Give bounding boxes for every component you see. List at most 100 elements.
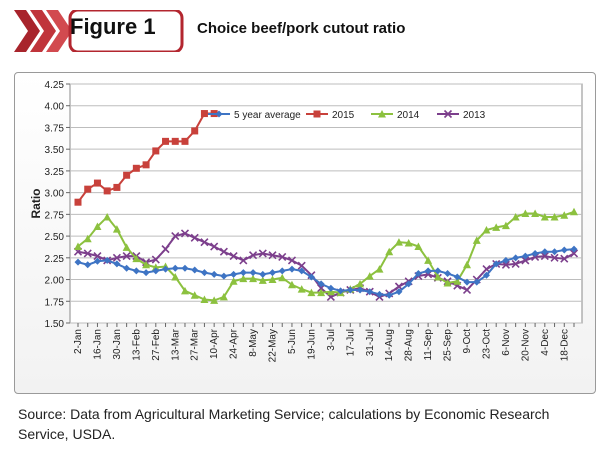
- data-point: [394, 238, 403, 246]
- data-point: [365, 272, 374, 280]
- data-point: [249, 269, 257, 277]
- data-point: [191, 266, 199, 274]
- data-point: [190, 233, 199, 242]
- data-point: [215, 110, 223, 118]
- y-tick-label: 3.50: [45, 145, 65, 156]
- x-tick-label: 4-Dec: [540, 329, 551, 356]
- data-point: [317, 280, 325, 288]
- x-tick-label: 16-Jan: [92, 329, 103, 360]
- data-point: [297, 285, 306, 293]
- data-point: [414, 269, 422, 277]
- data-point: [511, 259, 520, 268]
- data-point: [512, 254, 520, 262]
- x-tick-label: 6-Nov: [501, 329, 512, 356]
- data-point: [307, 288, 316, 297]
- data-point: [531, 249, 539, 257]
- data-point: [550, 253, 559, 262]
- legend-label: 2013: [463, 110, 486, 121]
- series-5-year-average: [74, 245, 578, 299]
- data-point: [171, 137, 179, 145]
- x-tick-label: 17-Jul: [345, 329, 356, 356]
- data-point: [346, 286, 354, 294]
- data-point: [463, 278, 471, 286]
- data-point: [258, 249, 267, 258]
- x-tick-label: 31-Jul: [365, 329, 376, 356]
- data-point: [229, 277, 238, 285]
- data-point: [560, 254, 569, 263]
- x-tick-label: 5-Jun: [287, 329, 298, 354]
- x-tick-label: 9-Oct: [462, 329, 473, 354]
- data-point: [112, 253, 121, 262]
- data-point: [551, 248, 559, 256]
- data-point: [200, 238, 209, 247]
- data-point: [103, 187, 111, 195]
- y-tick-label: 4.25: [45, 80, 65, 91]
- data-point: [93, 252, 102, 261]
- data-point: [113, 260, 121, 268]
- data-point: [521, 256, 530, 265]
- data-point: [541, 248, 549, 256]
- data-point: [181, 264, 189, 272]
- data-point: [239, 256, 248, 265]
- x-tick-label: 22-May: [268, 329, 279, 362]
- x-tick-label: 24-Apr: [229, 328, 240, 359]
- data-point: [453, 277, 462, 285]
- figure-badge: [14, 10, 184, 52]
- data-point: [540, 212, 549, 221]
- data-point: [560, 211, 569, 219]
- data-point: [249, 274, 258, 283]
- data-point: [142, 161, 150, 169]
- data-point: [152, 267, 160, 275]
- data-point: [313, 110, 321, 118]
- data-point: [268, 275, 277, 284]
- y-tick-label: 2.75: [45, 210, 65, 221]
- data-point: [132, 254, 141, 263]
- data-point: [103, 256, 111, 264]
- data-point: [405, 280, 413, 288]
- data-point: [531, 209, 540, 217]
- series-line: [77, 210, 575, 302]
- data-point: [443, 109, 453, 119]
- data-point: [443, 279, 452, 287]
- data-point: [453, 273, 461, 281]
- data-point: [113, 183, 121, 191]
- data-point: [123, 264, 131, 272]
- data-point: [502, 256, 510, 264]
- x-tick-label: 20-Nov: [520, 329, 531, 361]
- data-point: [287, 256, 297, 265]
- x-tick-label: 28-Aug: [404, 329, 415, 361]
- plot-area: [69, 83, 583, 324]
- data-point: [521, 252, 529, 260]
- data-point: [434, 267, 442, 275]
- x-tick-label: 19-Jun: [306, 329, 317, 360]
- data-point: [356, 286, 364, 294]
- data-point: [93, 222, 102, 231]
- data-point: [74, 198, 82, 206]
- y-tick-label: 3.00: [45, 189, 65, 200]
- data-point: [74, 258, 82, 266]
- figure-label: Figure 1: [70, 14, 156, 39]
- chart-title: Choice beef/pork cutout ratio: [197, 20, 406, 37]
- x-tick-label: 8-May: [248, 329, 259, 357]
- data-point: [414, 242, 423, 251]
- x-tick-label: 10-Apr: [209, 328, 220, 359]
- line-chart: 1.50 1.75 2.00 2.25 2.50 2.75 3.00 3.25 3.50 3.75…: [29, 80, 583, 362]
- data-point: [404, 239, 413, 247]
- data-point: [366, 288, 374, 296]
- x-tick-label: 13-Feb: [131, 329, 142, 361]
- y-tick-label: 3.25: [45, 167, 65, 178]
- data-point: [151, 255, 160, 264]
- x-tick-label: 27-Feb: [151, 329, 162, 361]
- data-point: [287, 280, 296, 289]
- data-point: [171, 272, 180, 281]
- data-point: [180, 286, 189, 295]
- data-point: [219, 292, 228, 301]
- data-point: [162, 265, 170, 273]
- data-point: [385, 291, 393, 299]
- x-tick-label: 14-Aug: [384, 329, 395, 361]
- data-point: [288, 265, 296, 273]
- data-point: [220, 272, 228, 280]
- data-point: [74, 242, 82, 251]
- data-point: [297, 261, 306, 270]
- data-point: [171, 232, 180, 241]
